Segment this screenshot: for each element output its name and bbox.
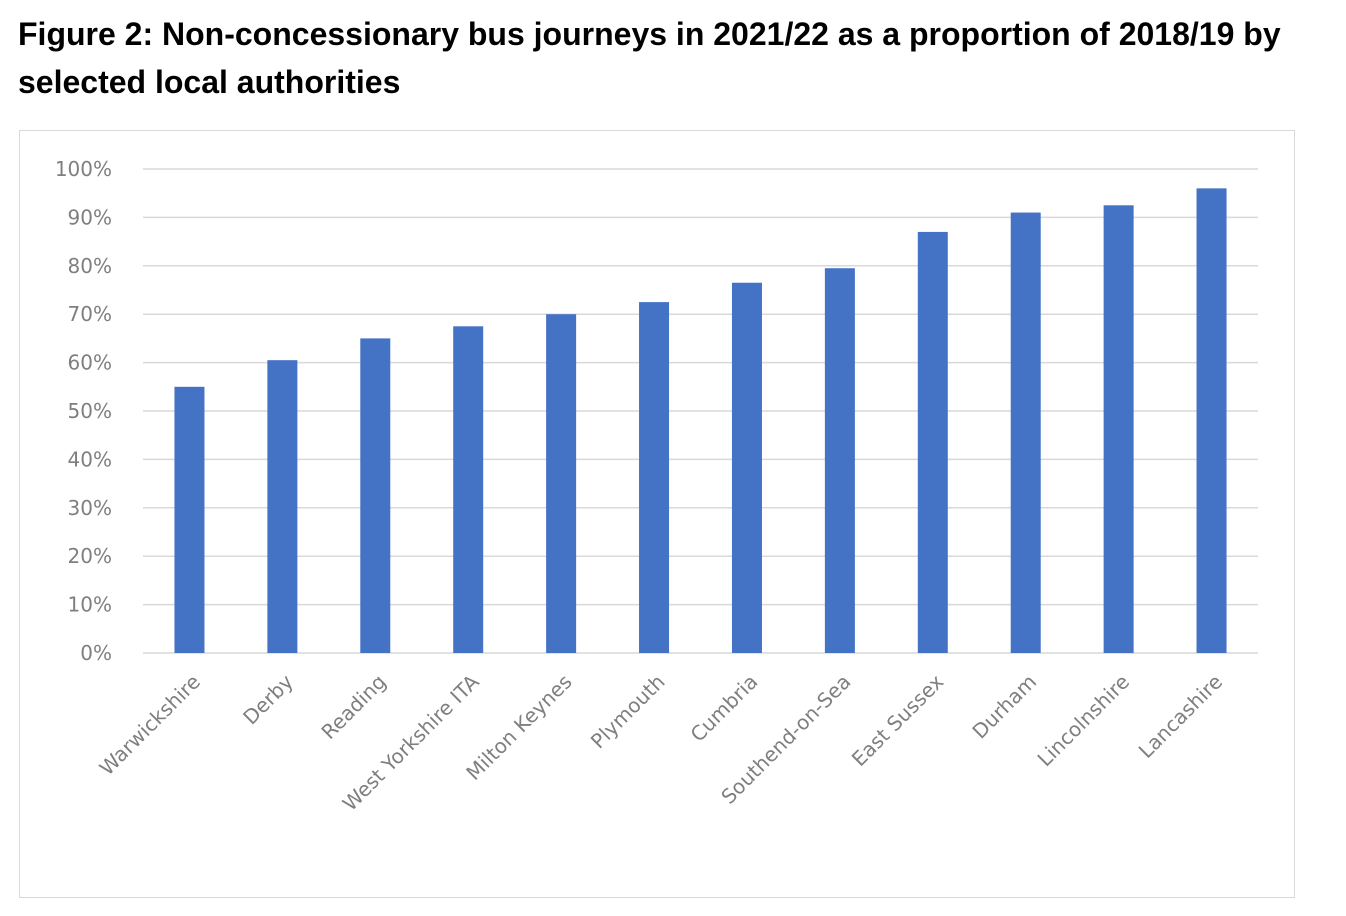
x-category-label: Derby <box>238 669 298 729</box>
bar-warwickshire <box>174 386 205 653</box>
bar-lancashire <box>1196 188 1227 654</box>
x-category-label: Reading <box>316 670 390 744</box>
bar-derby <box>267 360 298 653</box>
bars <box>174 188 1227 654</box>
x-category-label: Cumbria <box>686 670 763 747</box>
y-tick-label: 40% <box>68 447 112 471</box>
y-tick-label: 0% <box>80 641 112 665</box>
y-tick-label: 30% <box>68 496 112 520</box>
y-tick-label: 20% <box>68 544 112 568</box>
x-category-label: Lancashire <box>1134 670 1227 763</box>
y-tick-label: 90% <box>68 205 112 229</box>
x-category-label: Lincolnshire <box>1033 670 1135 772</box>
bar-durham <box>1010 212 1041 653</box>
y-tick-label: 60% <box>68 351 112 375</box>
bar-west-yorkshire-ita <box>453 326 484 653</box>
chart-frame: 0% 10% 20% 30% 40% 50% 60% 70% 80% 90% 100% Warwic… <box>19 130 1295 898</box>
gridlines <box>143 168 1258 654</box>
y-tick-label: 10% <box>68 593 112 617</box>
figure-title: Figure 2: Non-concessionary bus journeys… <box>18 16 1281 100</box>
x-category-label: East Sussex <box>847 669 949 771</box>
x-category-label: Warwickshire <box>95 670 205 780</box>
bar-lincolnshire <box>1103 205 1134 654</box>
y-axis-tick-labels: 0% 10% 20% 30% 40% 50% 60% 70% 80% 90% 100% <box>55 157 112 665</box>
bar-reading <box>360 338 391 653</box>
y-tick-label: 70% <box>68 302 112 326</box>
bar-east-sussex <box>917 231 948 654</box>
y-tick-label: 100% <box>55 157 112 181</box>
bar-milton-keynes <box>546 314 577 653</box>
y-tick-label: 50% <box>68 399 112 423</box>
y-tick-label: 80% <box>68 254 112 278</box>
x-category-label: Plymouth <box>586 670 670 754</box>
x-category-label: Durham <box>967 670 1041 744</box>
bar-cumbria <box>731 282 762 653</box>
bar-chart: 0% 10% 20% 30% 40% 50% 60% 70% 80% 90% 100% Warwic… <box>55 157 1258 816</box>
bar-southend-on-sea <box>824 268 855 653</box>
bar-plymouth <box>639 302 670 653</box>
